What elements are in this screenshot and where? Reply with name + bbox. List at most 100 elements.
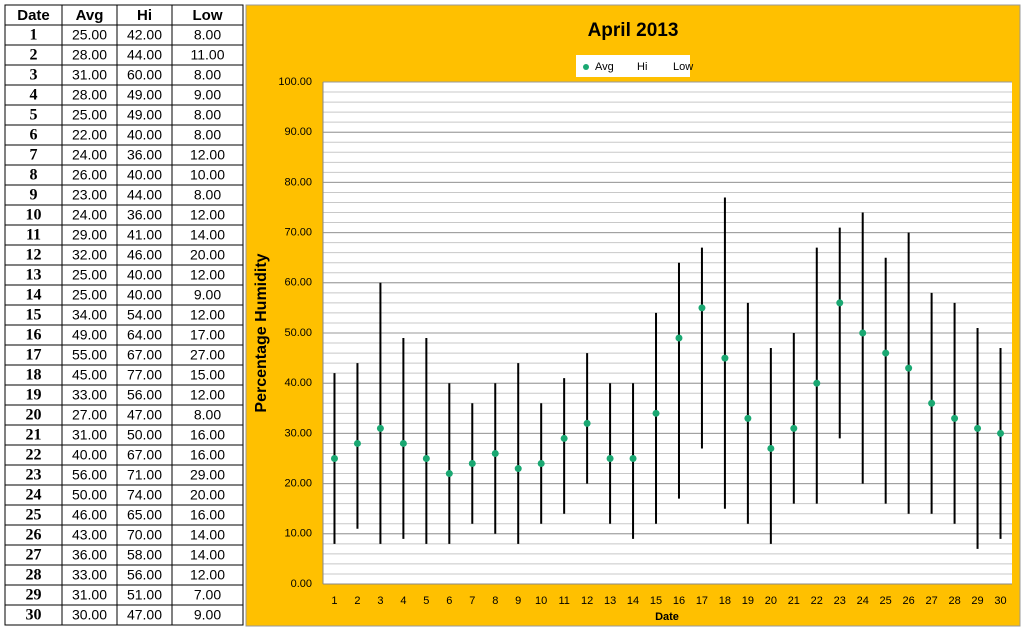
table-cell: 40.00 — [127, 267, 162, 283]
date-cell: 23 — [26, 467, 42, 484]
table-cell: 36.00 — [127, 207, 162, 223]
table-cell: 47.00 — [127, 407, 162, 423]
date-cell: 11 — [26, 227, 41, 244]
column-header: Hi — [137, 7, 152, 24]
table-cell: 54.00 — [127, 307, 162, 323]
y-tick-label: 70.00 — [284, 227, 312, 239]
avg-marker — [813, 379, 821, 387]
table-cell: 9.00 — [194, 287, 221, 303]
avg-marker — [767, 444, 775, 452]
table-cell: 46.00 — [72, 507, 107, 523]
table-cell: 44.00 — [127, 47, 162, 63]
x-axis-label: Date — [655, 611, 679, 623]
table-cell: 14.00 — [190, 227, 225, 243]
avg-marker — [606, 455, 614, 462]
avg-marker — [652, 409, 660, 417]
avg-marker — [629, 455, 637, 462]
y-tick-label: 20.00 — [284, 478, 312, 490]
table-cell: 70.00 — [127, 527, 162, 543]
table-cell: 49.00 — [127, 107, 162, 123]
table-cell: 71.00 — [127, 467, 162, 483]
table-cell: 40.00 — [127, 127, 162, 143]
date-cell: 9 — [30, 187, 38, 204]
table-cell: 67.00 — [127, 447, 162, 463]
table-cell: 16.00 — [190, 447, 225, 463]
y-tick-label: 90.00 — [284, 126, 312, 138]
table-cell: 23.00 — [72, 187, 107, 203]
date-cell: 18 — [26, 367, 42, 384]
table-cell: 50.00 — [72, 487, 107, 503]
date-cell: 19 — [26, 387, 42, 404]
table-cell: 36.00 — [72, 547, 107, 563]
table-cell: 29.00 — [72, 227, 107, 243]
x-tick-label: 29 — [971, 595, 983, 607]
x-tick-label: 16 — [673, 595, 685, 607]
table-cell: 22.00 — [72, 127, 107, 143]
table-cell: 31.00 — [72, 427, 107, 443]
date-cell: 20 — [26, 407, 42, 424]
table-cell: 20.00 — [190, 247, 225, 263]
table-cell: 8.00 — [194, 187, 221, 203]
table-cell: 17.00 — [190, 327, 225, 343]
x-tick-label: 23 — [834, 595, 846, 607]
table-cell: 56.00 — [127, 567, 162, 583]
avg-marker — [399, 439, 407, 447]
table-cell: 40.00 — [127, 167, 162, 183]
x-tick-label: 27 — [925, 595, 937, 607]
table — [4, 4, 244, 626]
table-cell: 8.00 — [194, 127, 221, 143]
date-cell: 27 — [26, 547, 42, 564]
table-cell: 12.00 — [190, 147, 225, 163]
x-tick-label: 21 — [788, 595, 800, 607]
table-cell: 49.00 — [72, 327, 107, 343]
table-cell: 25.00 — [72, 107, 107, 123]
date-cell: 15 — [26, 307, 42, 324]
column-header: Low — [193, 7, 223, 24]
legend-label: Hi — [637, 61, 647, 73]
y-tick-label: 10.00 — [284, 528, 312, 540]
table-cell: 20.00 — [190, 487, 225, 503]
table-cell: 8.00 — [194, 407, 221, 423]
table-cell: 36.00 — [127, 147, 162, 163]
table-cell: 74.00 — [127, 487, 162, 503]
x-tick-label: 15 — [650, 595, 662, 607]
date-cell: 21 — [26, 427, 42, 444]
chart-title: April 2013 — [588, 20, 679, 41]
date-cell: 25 — [26, 507, 42, 524]
avg-marker — [974, 424, 982, 432]
avg-marker — [790, 424, 798, 432]
table-cell: 31.00 — [72, 67, 107, 83]
table-cell: 9.00 — [194, 607, 221, 623]
y-tick-label: 80.00 — [284, 176, 312, 188]
avg-marker — [330, 455, 338, 462]
table-cell: 11.00 — [191, 47, 225, 63]
avg-marker — [859, 329, 867, 337]
x-tick-label: 13 — [604, 595, 616, 607]
legend-label: Low — [673, 61, 693, 73]
x-tick-label: 28 — [948, 595, 960, 607]
table-cell: 7.00 — [194, 587, 221, 603]
date-cell: 8 — [30, 167, 38, 184]
table-cell: 15.00 — [190, 367, 225, 383]
y-tick-label: 30.00 — [284, 427, 312, 439]
table-cell: 14.00 — [190, 527, 225, 543]
x-tick-label: 4 — [400, 595, 406, 607]
table-cell: 12.00 — [190, 387, 225, 403]
x-tick-label: 12 — [581, 595, 593, 607]
table-cell: 25.00 — [72, 267, 107, 283]
table-cell: 8.00 — [194, 27, 221, 43]
table-cell: 51.00 — [127, 587, 162, 603]
table-cell: 25.00 — [72, 287, 107, 303]
avg-marker — [744, 414, 752, 422]
date-cell: 1 — [30, 27, 38, 44]
date-cell: 10 — [26, 207, 42, 224]
table-cell: 40.00 — [127, 287, 162, 303]
x-tick-label: 1 — [331, 595, 337, 607]
x-tick-label: 5 — [423, 595, 429, 607]
date-cell: 28 — [26, 567, 42, 584]
table-cell: 64.00 — [127, 327, 162, 343]
avg-marker — [468, 460, 476, 468]
table-cell: 28.00 — [72, 47, 107, 63]
x-tick-label: 17 — [696, 595, 708, 607]
